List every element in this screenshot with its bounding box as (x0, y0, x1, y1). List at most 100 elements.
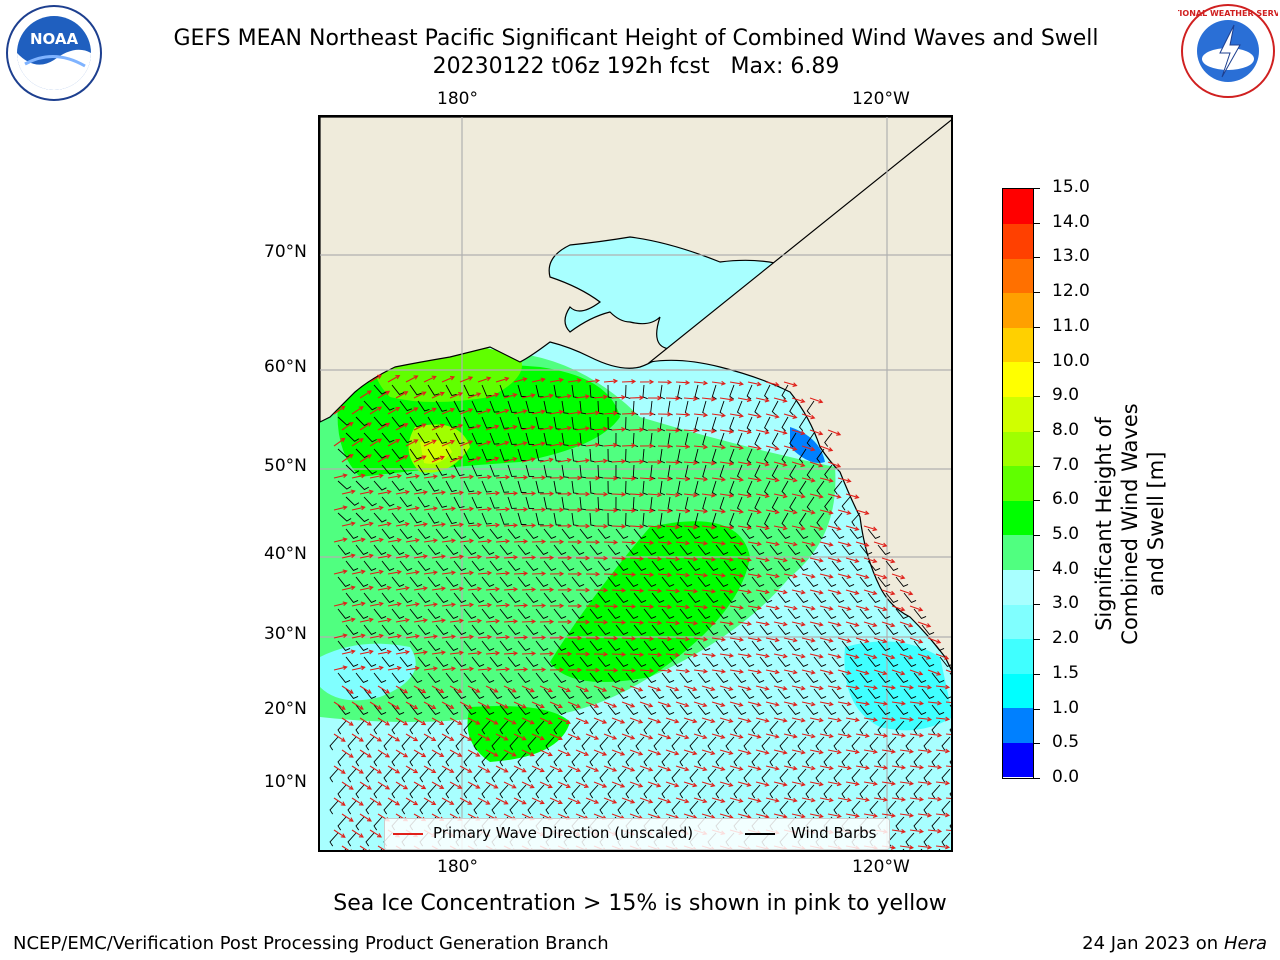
wave-arrow-head (854, 749, 860, 755)
wave-arrow-head (774, 573, 780, 579)
colorbar-segment (1003, 258, 1033, 294)
wind-barb (642, 448, 648, 464)
wind-barb (824, 432, 833, 447)
wind-barb (733, 544, 747, 555)
wind-barb (949, 792, 951, 797)
wave-arrow-head (557, 767, 563, 773)
wind-barb (779, 768, 789, 783)
wind-barb (705, 560, 719, 571)
wave-arrow (837, 733, 851, 737)
wind-barb (561, 656, 575, 667)
wave-arrow (917, 781, 931, 785)
wind-barb (931, 704, 945, 715)
wave-arrow-head (764, 621, 770, 627)
wind-barb (769, 752, 779, 767)
wind-barb (877, 672, 891, 683)
wave-arrow-head (738, 413, 744, 419)
wave-arrow (521, 588, 536, 591)
wind-barb (805, 672, 819, 683)
wave-arrow (827, 749, 841, 754)
wave-arrow-head (583, 751, 590, 756)
wave-arrow-head (566, 425, 572, 431)
wind-barb (939, 688, 951, 699)
wave-arrow (683, 653, 697, 657)
wave-arrow-head (513, 586, 519, 592)
wave-arrow-head (621, 524, 627, 529)
wind-barb (579, 432, 587, 447)
wave-arrow (593, 685, 607, 692)
wave-arrow-head (756, 734, 762, 739)
wave-arrow-head (631, 443, 637, 448)
wave-arrow (405, 733, 418, 742)
wind-barb (481, 480, 492, 493)
wind-barb (687, 528, 701, 539)
wave-arrow-head (667, 636, 673, 642)
wave-arrow (341, 522, 355, 527)
wave-arrow-head (684, 734, 690, 740)
wave-arrow (873, 797, 887, 801)
wave-arrow (665, 621, 679, 624)
wind-barb (345, 528, 359, 539)
wind-barb (806, 464, 815, 480)
wave-arrow (621, 797, 635, 804)
wave-arrow-head (469, 538, 475, 544)
wave-arrow-head (810, 765, 816, 771)
wave-arrow-head (657, 395, 663, 401)
wave-arrow-head (378, 505, 384, 511)
wave-arrow-head (457, 752, 463, 757)
wave-arrow (621, 605, 636, 608)
wave-arrow (513, 604, 528, 607)
colorbar-tick-mark (1033, 535, 1040, 537)
wave-arrow (683, 749, 697, 755)
wave-arrow (675, 797, 689, 803)
wind-barb (633, 592, 647, 603)
wave-arrow (809, 653, 823, 658)
wind-barb (815, 800, 825, 815)
wave-arrow (773, 429, 787, 434)
wave-arrow-head (612, 735, 618, 740)
wind-barb (409, 480, 422, 492)
wave-arrow-head (549, 523, 555, 529)
wave-arrow-head (577, 603, 583, 609)
wave-arrow-head (523, 539, 529, 544)
wind-barb (687, 560, 701, 571)
wave-arrow (665, 461, 680, 464)
wave-arrow-head (358, 705, 364, 710)
wind-barb (607, 608, 621, 619)
wave-arrow (477, 636, 491, 639)
wave-arrow-head (685, 604, 691, 610)
wave-arrow-head (495, 586, 501, 592)
wave-arrow-head (495, 554, 501, 560)
wave-arrow-head (493, 688, 499, 693)
wave-arrow-head (378, 633, 384, 639)
wave-arrow (827, 429, 841, 436)
wave-arrow-head (421, 455, 427, 460)
wind-barb (659, 480, 666, 496)
wave-arrow-head (882, 542, 888, 548)
wave-arrow-head (469, 506, 475, 512)
wave-arrow-head (890, 654, 896, 660)
wave-arrow (863, 685, 877, 689)
wind-barb (679, 672, 693, 683)
wind-barb (642, 416, 648, 432)
wind-barb (625, 752, 635, 767)
wave-arrow-head (595, 475, 601, 481)
wave-arrow-head (685, 572, 691, 578)
wave-arrow-head (746, 557, 752, 562)
wave-arrow-head (547, 719, 553, 725)
wave-arrow-head (469, 666, 475, 672)
wind-barb (589, 672, 603, 683)
wave-arrow (701, 621, 715, 625)
wave-arrow-head (413, 439, 419, 444)
wave-arrow (819, 477, 833, 482)
wave-arrow (395, 749, 408, 758)
wave-arrow (809, 813, 823, 818)
wave-arrow-head (404, 489, 410, 495)
wave-arrow-head (487, 570, 493, 576)
wave-arrow-head (513, 650, 519, 656)
wave-arrow (377, 454, 390, 463)
wave-arrow (467, 620, 481, 623)
wind-barb (869, 800, 879, 815)
wave-arrow (477, 476, 491, 479)
wave-zone-max (420, 439, 452, 464)
